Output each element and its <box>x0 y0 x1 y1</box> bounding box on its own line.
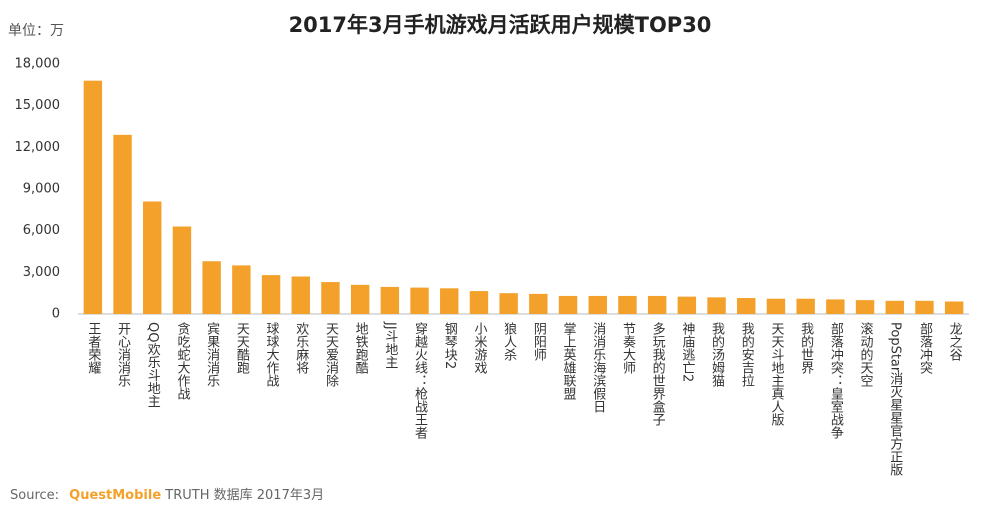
x-tick-label: 小米游戏 <box>471 322 487 375</box>
bar <box>350 284 370 314</box>
bar <box>796 298 815 314</box>
bar <box>440 288 459 314</box>
x-tick-label: 球球大作战 <box>264 322 280 388</box>
bar <box>499 293 518 314</box>
bar <box>83 80 103 315</box>
x-tick-label: 天天爱消除 <box>323 322 339 387</box>
unit-label: 单位：万 <box>8 23 64 39</box>
x-tick-label: 滚动的天空 <box>858 321 874 387</box>
x-tick-label: PopStar消灭星星官方正版 <box>887 322 903 478</box>
bar <box>885 300 904 314</box>
bar <box>410 287 429 314</box>
bar <box>618 295 637 314</box>
source-brand: QuestMobile <box>69 488 161 503</box>
bar <box>944 301 964 314</box>
x-tick-label: 龙之谷 <box>947 322 963 361</box>
x-tick-label: 我的安吉拉 <box>739 322 755 387</box>
bar <box>321 282 340 314</box>
x-tick-label: 天天酷跑 <box>234 322 250 374</box>
x-tick-label: 狼人杀 <box>501 322 517 361</box>
y-tick-label: 18,000 <box>15 57 61 72</box>
bar <box>766 298 786 314</box>
bar <box>855 300 875 314</box>
x-tick-label: 掌上英雄联盟 <box>561 322 577 400</box>
bar <box>172 226 192 314</box>
bar <box>529 293 548 314</box>
x-tick-label: 天天斗地主真人版 <box>768 322 784 427</box>
bar <box>143 201 162 314</box>
bar <box>647 295 667 314</box>
x-tick-label: QQ欢乐斗地主 <box>145 322 161 407</box>
bar <box>588 295 607 314</box>
x-tick-label: 多玩我的世界盒子 <box>650 321 666 426</box>
x-tick-label: 开心消消乐 <box>115 322 131 387</box>
bar <box>113 134 132 314</box>
bar <box>469 291 489 314</box>
y-tick-label: 15,000 <box>15 98 61 113</box>
x-tick-label: 神庙逃亡2 <box>679 322 695 382</box>
x-tick-label: 节奏大师 <box>620 322 636 374</box>
source-text: TRUTH 数据库 2017年3月 <box>164 487 324 503</box>
x-tick-label: 我的世界 <box>798 322 814 375</box>
y-tick-label: 3,000 <box>23 265 60 280</box>
bar <box>202 261 221 314</box>
y-tick-label: 0 <box>52 307 60 322</box>
chart-title: 2017年3月手机游戏月活跃用户规模TOP30 <box>289 13 712 37</box>
bar <box>261 275 281 314</box>
x-tick-label: 宾果消消乐 <box>204 321 220 387</box>
x-tick-label: 穿越火线：枪战王者 <box>412 321 428 440</box>
y-tick-label: 12,000 <box>15 140 61 155</box>
bar <box>380 286 400 314</box>
y-tick-label: 6,000 <box>23 223 60 238</box>
x-tick-label: 欢乐麻将 <box>293 322 309 374</box>
bar <box>707 297 726 314</box>
source: Source: QuestMobile TRUTH 数据库 2017年3月 <box>10 487 324 503</box>
x-tick-label: 地铁跑酷 <box>353 322 369 374</box>
x-tick-label: 我的汤姆猫 <box>709 322 725 387</box>
y-tick-label: 9,000 <box>23 182 60 197</box>
bar <box>677 296 697 314</box>
x-tick-label: 钢琴块2 <box>442 322 458 369</box>
bar <box>915 300 934 314</box>
x-tick-label: 阴阳师 <box>531 322 546 361</box>
bar <box>291 276 310 314</box>
bar <box>826 299 845 314</box>
x-tick-label: 贪吃蛇大作战 <box>174 322 190 401</box>
x-tick-label: 部落冲突 <box>917 322 933 374</box>
x-tick-label: JJ斗地主 <box>382 321 398 369</box>
bar <box>737 298 756 314</box>
x-tick-label: 王者荣耀 <box>85 322 101 375</box>
bar <box>558 295 578 314</box>
x-tick-label: 部落冲突：皇室战争 <box>828 322 844 439</box>
bar <box>232 265 251 314</box>
source-label: Source: <box>10 488 59 503</box>
x-tick-label: 消消乐海滨假日 <box>590 322 606 413</box>
